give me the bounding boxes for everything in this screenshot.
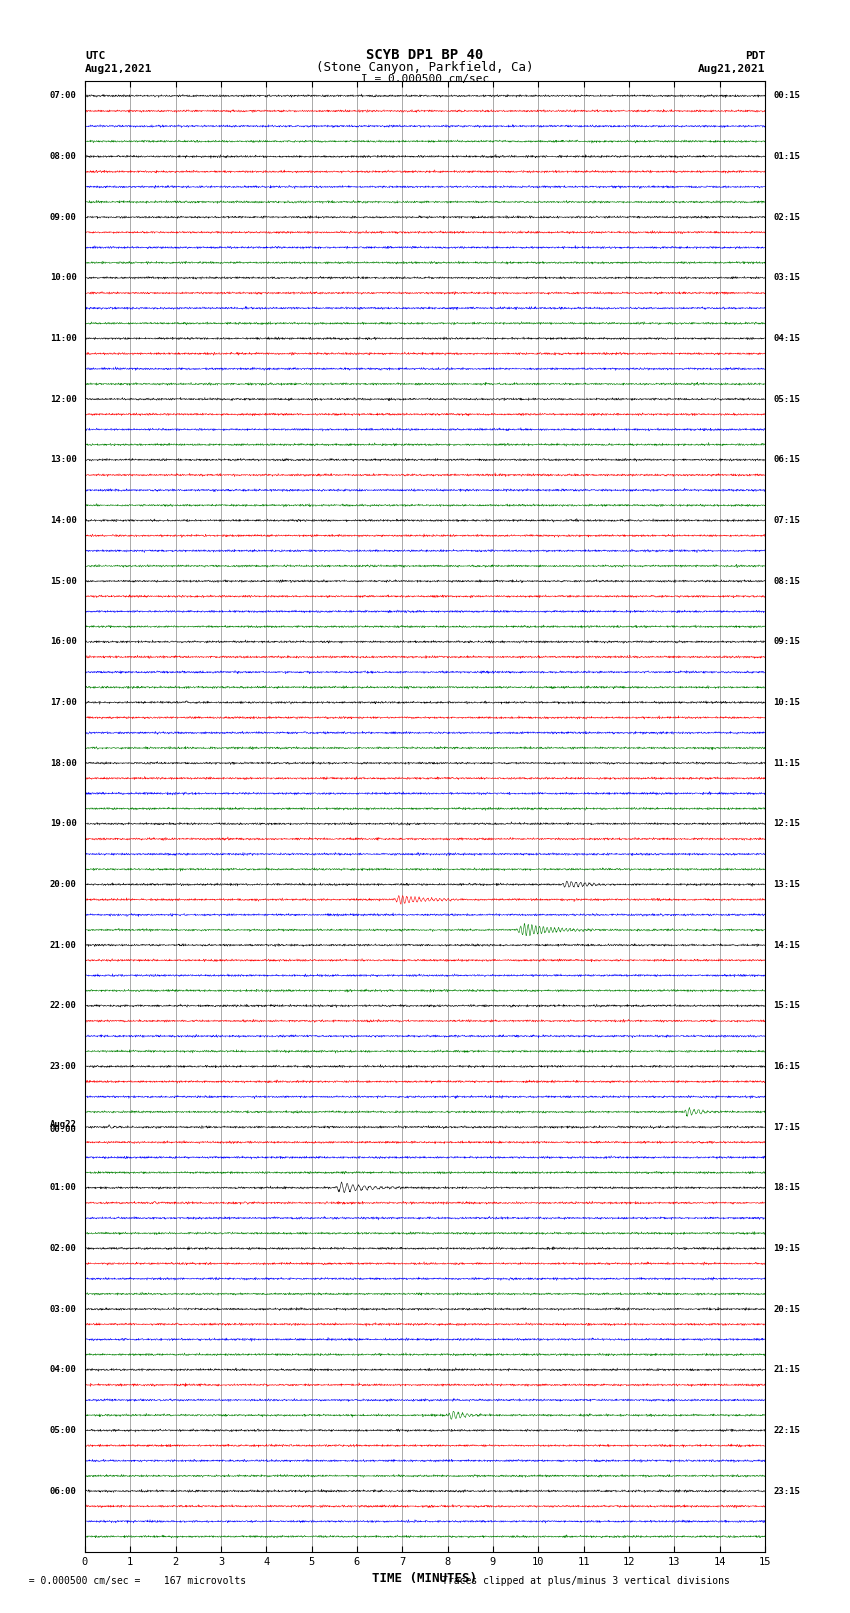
Text: UTC: UTC [85, 52, 105, 61]
Text: 22:00: 22:00 [50, 1002, 76, 1010]
Text: 20:00: 20:00 [50, 881, 76, 889]
Text: 22:15: 22:15 [774, 1426, 800, 1436]
Text: 20:15: 20:15 [774, 1305, 800, 1313]
Text: 00:15: 00:15 [774, 92, 800, 100]
Text: 21:00: 21:00 [50, 940, 76, 950]
Text: 02:00: 02:00 [50, 1244, 76, 1253]
Text: 17:00: 17:00 [50, 698, 76, 706]
Text: 06:00: 06:00 [50, 1487, 76, 1495]
Text: 12:00: 12:00 [50, 395, 76, 403]
Text: I = 0.000500 cm/sec: I = 0.000500 cm/sec [361, 74, 489, 84]
Text: 06:15: 06:15 [774, 455, 800, 465]
Text: SCYB DP1 BP 40: SCYB DP1 BP 40 [366, 48, 484, 61]
Text: 09:15: 09:15 [774, 637, 800, 647]
Text: 03:00: 03:00 [50, 1305, 76, 1313]
Text: 01:15: 01:15 [774, 152, 800, 161]
Text: 14:00: 14:00 [50, 516, 76, 524]
Text: 07:15: 07:15 [774, 516, 800, 524]
Text: 01:00: 01:00 [50, 1184, 76, 1192]
Text: 16:15: 16:15 [774, 1061, 800, 1071]
Text: 19:15: 19:15 [774, 1244, 800, 1253]
Text: 13:00: 13:00 [50, 455, 76, 465]
Text: Aug22: Aug22 [50, 1119, 76, 1129]
Text: 05:15: 05:15 [774, 395, 800, 403]
Text: 21:15: 21:15 [774, 1365, 800, 1374]
Text: Aug21,2021: Aug21,2021 [85, 65, 152, 74]
Text: 18:00: 18:00 [50, 758, 76, 768]
Text: 09:00: 09:00 [50, 213, 76, 221]
Text: 11:00: 11:00 [50, 334, 76, 344]
Text: 08:15: 08:15 [774, 576, 800, 586]
Text: 15:00: 15:00 [50, 576, 76, 586]
Text: 08:00: 08:00 [50, 152, 76, 161]
Text: 17:15: 17:15 [774, 1123, 800, 1132]
Text: 04:15: 04:15 [774, 334, 800, 344]
Text: 11:15: 11:15 [774, 758, 800, 768]
Text: Traces clipped at plus/minus 3 vertical divisions: Traces clipped at plus/minus 3 vertical … [442, 1576, 730, 1586]
Text: 19:00: 19:00 [50, 819, 76, 827]
Text: 23:15: 23:15 [774, 1487, 800, 1495]
Text: = 0.000500 cm/sec =    167 microvolts: = 0.000500 cm/sec = 167 microvolts [17, 1576, 246, 1586]
Text: 00:00: 00:00 [50, 1126, 76, 1134]
Text: Aug21,2021: Aug21,2021 [698, 65, 765, 74]
Text: 04:00: 04:00 [50, 1365, 76, 1374]
Text: 10:15: 10:15 [774, 698, 800, 706]
Text: 23:00: 23:00 [50, 1061, 76, 1071]
Text: (Stone Canyon, Parkfield, Ca): (Stone Canyon, Parkfield, Ca) [316, 61, 534, 74]
Text: 02:15: 02:15 [774, 213, 800, 221]
Text: 10:00: 10:00 [50, 273, 76, 282]
X-axis label: TIME (MINUTES): TIME (MINUTES) [372, 1573, 478, 1586]
Text: 03:15: 03:15 [774, 273, 800, 282]
Text: 18:15: 18:15 [774, 1184, 800, 1192]
Text: 15:15: 15:15 [774, 1002, 800, 1010]
Text: 12:15: 12:15 [774, 819, 800, 827]
Text: 13:15: 13:15 [774, 881, 800, 889]
Text: 07:00: 07:00 [50, 92, 76, 100]
Text: PDT: PDT [745, 52, 765, 61]
Text: 16:00: 16:00 [50, 637, 76, 647]
Text: 14:15: 14:15 [774, 940, 800, 950]
Text: 05:00: 05:00 [50, 1426, 76, 1436]
